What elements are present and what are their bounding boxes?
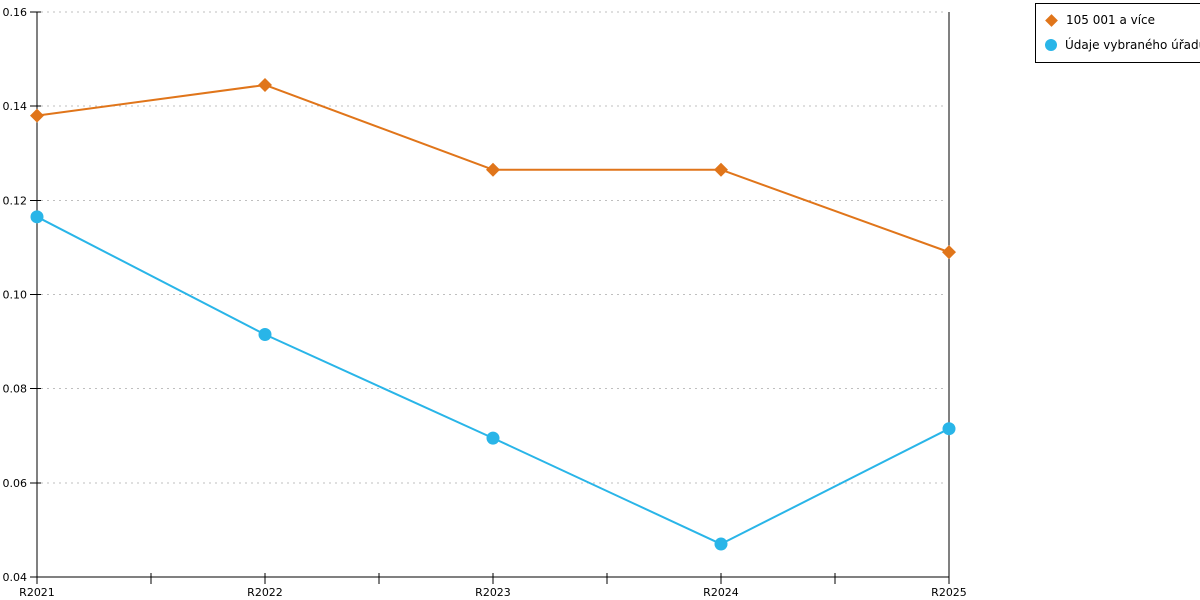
y-tick-label: 0.08 [3, 383, 28, 396]
y-tick-label: 0.12 [3, 194, 28, 207]
circle-marker-icon [1045, 39, 1057, 51]
x-tick-label: R2023 [475, 586, 511, 599]
data-point [486, 431, 500, 445]
y-tick-label: 0.10 [3, 289, 28, 302]
data-point [30, 108, 44, 123]
legend-label: Údaje vybraného úřadu [1065, 38, 1200, 52]
legend-item: 105 001 a více [1045, 13, 1200, 27]
legend-item: Údaje vybraného úřadu [1045, 38, 1200, 52]
data-point [30, 210, 44, 224]
data-point [258, 328, 272, 342]
data-point [258, 77, 272, 92]
data-point [714, 162, 728, 177]
data-point [486, 162, 500, 177]
diamond-marker-icon [1045, 13, 1058, 27]
y-tick-label: 0.14 [3, 100, 28, 113]
legend-label: 105 001 a více [1066, 13, 1156, 27]
x-tick-label: R2021 [19, 586, 55, 599]
y-tick-label: 0.04 [3, 571, 28, 584]
data-point [714, 537, 728, 551]
y-tick-label: 0.06 [3, 477, 28, 490]
x-tick-label: R2025 [931, 586, 967, 599]
data-point [942, 422, 956, 436]
legend: 105 001 a více Údaje vybraného úřadu [1035, 3, 1200, 63]
x-tick-label: R2022 [247, 586, 283, 599]
x-tick-label: R2024 [703, 586, 739, 599]
data-point [942, 245, 956, 260]
series-line [36, 215, 950, 546]
y-tick-label: 0.16 [3, 6, 28, 19]
